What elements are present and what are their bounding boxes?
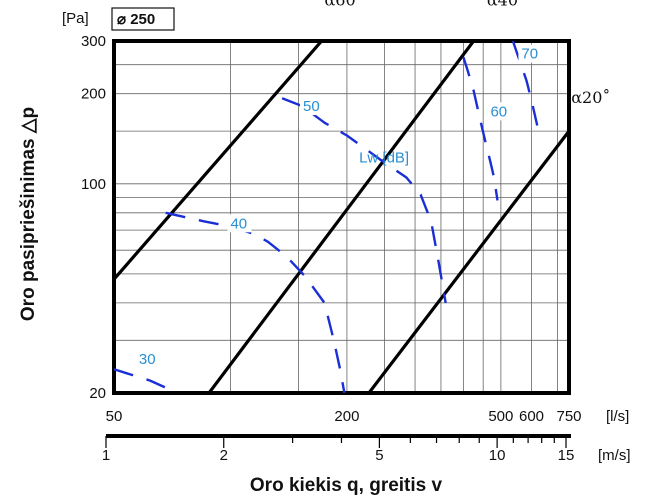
y-tick-label: 200	[81, 86, 106, 103]
curve-label-bg	[227, 214, 252, 233]
sound-level-curve	[511, 41, 541, 134]
x-axis-flow-ticks: 50 200 500 600 750	[106, 408, 582, 425]
curve-label-bg	[135, 349, 160, 368]
x-axis-title: Oro kiekis q, greitis v	[250, 475, 443, 496]
sound-level-label: 60	[490, 103, 507, 120]
x-flow-unit-label: [l/s]	[606, 408, 629, 425]
x-flow-tick-label: 200	[334, 408, 359, 425]
curve-labels: 30 40 50 60 70 α60˚ α40˚ α20˚	[135, 0, 610, 368]
grid	[114, 41, 569, 393]
sound-level-curve	[114, 368, 176, 393]
x-velocity-tick-label: 15	[558, 447, 575, 464]
lw-annotation: Lw [dB]	[359, 149, 409, 166]
sound-level-curve	[281, 97, 447, 304]
angle-line-label: α20˚	[571, 88, 610, 107]
curve-label-bg	[518, 44, 543, 63]
sound-level-label: 70	[521, 46, 538, 63]
sound-level-curve	[165, 211, 346, 393]
plot-frame	[112, 39, 571, 395]
angle-line	[114, 41, 323, 281]
sound-level-label: 40	[230, 215, 247, 232]
x-flow-tick-label: 600	[519, 408, 544, 425]
x-flow-tick-label: 500	[488, 408, 513, 425]
y-tick-label: 300	[81, 33, 106, 50]
y-tick-label: 20	[89, 385, 106, 402]
x-flow-tick-label: 750	[556, 408, 581, 425]
angle-line	[207, 41, 475, 393]
angle-line	[367, 130, 569, 393]
y-axis-ticks: 20 100 200 300	[81, 33, 106, 402]
x-velocity-tick-label: 5	[375, 447, 383, 464]
angle-line-label: α40˚	[487, 0, 526, 9]
x-velocity-tick-label: 10	[489, 447, 506, 464]
x-velocity-unit-label: [m/s]	[598, 447, 631, 464]
diameter-label: ⌀ 250	[117, 11, 155, 28]
y-axis-title: Oro pasipriešinimas △p	[18, 107, 39, 321]
y-unit-label: [Pa]	[62, 10, 89, 27]
curve-label-bg	[487, 102, 512, 121]
x-velocity-tick-label: 2	[220, 447, 228, 464]
y-tick-label: 100	[81, 176, 106, 193]
x-flow-tick-label: 50	[106, 408, 123, 425]
angle-line-label: α60˚	[324, 0, 363, 9]
x-velocity-tick-label: 1	[102, 447, 110, 464]
sound-level-label: 50	[303, 98, 320, 115]
curve-label-bg	[300, 97, 325, 116]
sound-level-label: 30	[139, 351, 156, 368]
x-axis-velocity-ticks: 1 2 5 10 15	[102, 436, 575, 464]
sound-level-curve	[462, 56, 499, 201]
diameter-box	[111, 7, 175, 31]
